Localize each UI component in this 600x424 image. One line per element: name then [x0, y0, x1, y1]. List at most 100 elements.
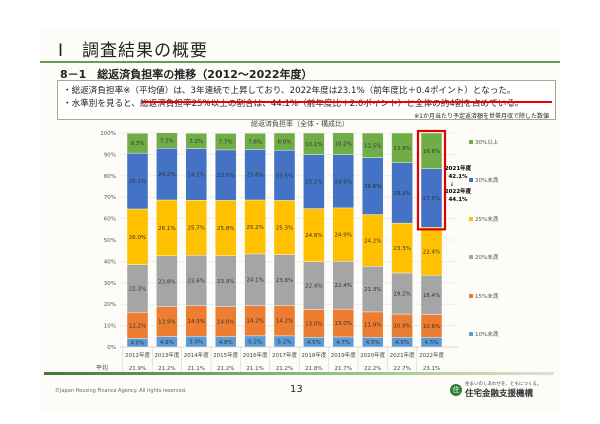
data-label: 24.8% — [305, 233, 322, 239]
x-tick-label: 2016年度 — [243, 351, 268, 359]
data-label: 7.6% — [248, 139, 262, 145]
data-label: 23.6% — [188, 278, 205, 284]
data-label: 23.3% — [393, 246, 410, 252]
average-value: 21.2% — [158, 366, 175, 372]
bar-segment — [332, 132, 354, 155]
data-label: 5.2% — [248, 339, 262, 345]
data-label: 12.2% — [129, 323, 146, 329]
bar-segment — [420, 132, 443, 169]
data-label: 23.8% — [158, 279, 175, 285]
x-tick-label: 2013年度 — [154, 351, 179, 359]
legend-swatch — [469, 255, 473, 259]
title-divider — [40, 61, 560, 63]
data-label: 4.5% — [425, 340, 439, 346]
data-label: 11.9% — [364, 323, 381, 329]
highlight-underline — [142, 101, 552, 103]
x-tick-label: 2018年度 — [301, 351, 326, 359]
y-tick-label: 80% — [104, 174, 116, 180]
data-label: 25.2% — [246, 225, 263, 231]
data-label: 26.0% — [129, 235, 146, 241]
y-tick-label: 20% — [104, 302, 116, 308]
footer-divider — [44, 372, 554, 375]
y-tick-label: 40% — [104, 259, 116, 265]
x-tick-label: 2017年度 — [272, 351, 297, 359]
data-label: 7.2% — [160, 138, 174, 144]
data-label: 24.1% — [188, 172, 205, 178]
data-label: 25.2% — [305, 180, 322, 186]
annotation-from-value: 42.1% — [448, 174, 468, 180]
footnote: ※1か月当たり予定返済額を世帯月収で除した数値 — [414, 113, 549, 120]
average-value: 21.1% — [246, 366, 263, 372]
data-label: 24.2% — [364, 238, 381, 244]
data-label: 4.7% — [336, 340, 350, 346]
x-tick-label: 2021年度 — [390, 351, 415, 359]
data-label: 26.1% — [129, 179, 146, 185]
legend-swatch — [469, 217, 473, 221]
logo: 住 住まいのしあわせを、ともにつくる。 住宅金融支援機構 — [450, 381, 541, 399]
y-tick-label: 50% — [104, 238, 116, 244]
data-label: 25.7% — [188, 226, 205, 232]
data-label: 23.8% — [276, 278, 293, 284]
legend-label: 10%未満 — [475, 330, 499, 338]
average-value: 21.7% — [335, 366, 352, 372]
data-label: 13.0% — [305, 321, 322, 327]
summary-box: ・総返済負担率※（平均値）は、3年連続で上昇しており、2022年度は23.1%（… — [57, 80, 556, 120]
summary-bullet-1: ・総返済負担率※（平均値）は、3年連続で上昇しており、2022年度は23.1%（… — [63, 86, 516, 96]
data-label: 4.5% — [307, 340, 321, 346]
bar-segment — [214, 133, 237, 151]
average-value: 22.7% — [393, 366, 410, 372]
legend-label: 15%未満 — [475, 292, 499, 300]
data-label: 23.6% — [246, 173, 263, 179]
data-label: 28.2% — [393, 191, 410, 197]
average-label: 平均 — [96, 364, 108, 372]
highlight-box — [416, 129, 447, 231]
data-label: 22.3% — [129, 286, 146, 292]
y-tick-label: 70% — [104, 195, 116, 201]
data-label: 26.6% — [364, 184, 381, 190]
annotation-to-value: 44.1% — [448, 197, 468, 203]
bar-segment — [244, 133, 266, 150]
legend-label: 25%未満 — [475, 215, 499, 223]
bar-segment — [391, 132, 413, 163]
house-logo-icon: 住 — [450, 384, 462, 396]
average-value: 21.2% — [217, 366, 234, 372]
y-tick-label: 30% — [104, 281, 116, 287]
data-label: 11.5% — [364, 143, 381, 149]
legend-swatch — [469, 178, 473, 182]
legend-label: 20%未満 — [475, 253, 499, 261]
data-label: 26.1% — [158, 226, 175, 232]
bar-segment — [185, 133, 208, 149]
logo-org: 住宅金融支援機構 — [465, 389, 534, 399]
data-label: 24.9% — [335, 179, 352, 185]
bar-segment — [273, 132, 296, 151]
bar-segment — [126, 133, 149, 154]
data-label: 22.4% — [423, 249, 440, 255]
data-label: 10.1% — [305, 142, 322, 148]
chart-title: 総返済負担率（全体・構成比） — [251, 120, 349, 128]
average-value: 23.1% — [423, 366, 440, 372]
data-label: 10.2% — [335, 142, 352, 148]
x-tick-label: 2015年度 — [213, 351, 238, 359]
y-tick-label: 90% — [104, 152, 116, 158]
legend-swatch — [469, 294, 473, 298]
data-label: 24.1% — [246, 278, 263, 284]
data-label: 25.8% — [217, 226, 234, 232]
average-value: 21.1% — [188, 366, 205, 372]
logo-mark-text: 住 — [452, 386, 460, 394]
page-number: 13 — [290, 384, 303, 395]
data-label: 8.0% — [278, 140, 292, 146]
data-label: 18.4% — [423, 293, 440, 299]
x-tick-label: 2020年度 — [360, 351, 385, 359]
y-tick-label: 10% — [104, 324, 116, 330]
data-label: 4.5% — [366, 340, 380, 346]
data-label: 14.2% — [246, 319, 263, 325]
section-subtitle: 8－1 総返済負担率の推移（2012～2022年度） — [60, 68, 313, 81]
data-label: 10.6% — [423, 324, 440, 330]
bar-segment — [362, 132, 384, 158]
x-tick-label: 2012年度 — [125, 351, 150, 359]
data-label: 23.9% — [217, 279, 234, 285]
data-label: 22.4% — [335, 283, 352, 289]
data-label: 24.2% — [158, 172, 175, 178]
data-label: 23.5% — [276, 173, 293, 179]
